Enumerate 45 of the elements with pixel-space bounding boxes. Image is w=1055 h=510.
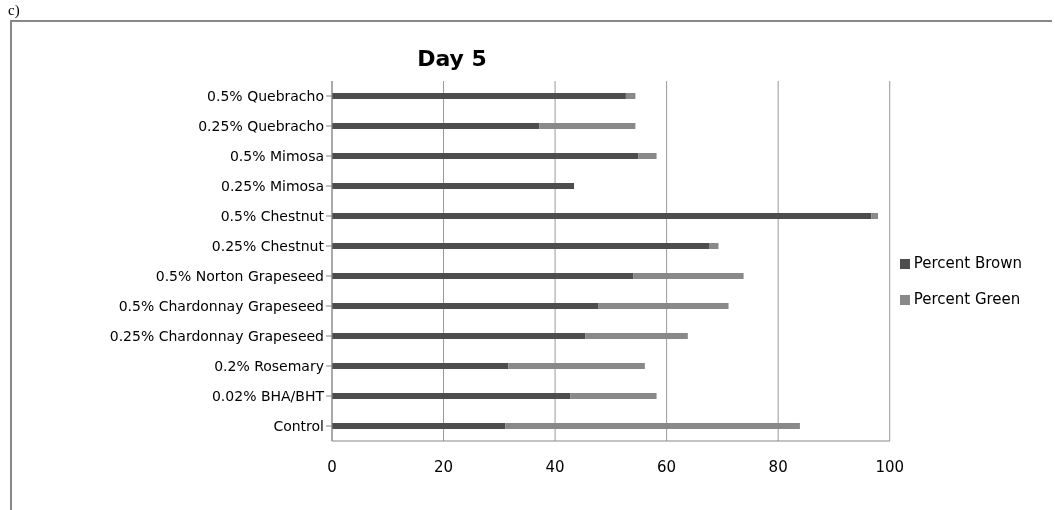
y-tick-label: 0.02% BHA/BHT: [211, 387, 325, 404]
y-tick-label: 0.5% Mimosa: [229, 147, 324, 164]
bar: [332, 183, 575, 189]
x-tick-label: 80: [768, 457, 788, 476]
bar: [598, 303, 729, 309]
legend-label: Percent Brown: [913, 254, 1022, 272]
bar: [332, 273, 634, 279]
bar: [508, 363, 645, 369]
bar: [505, 423, 800, 429]
chart-title: Day 5: [416, 46, 488, 71]
bar: [709, 243, 719, 249]
bar: [332, 393, 571, 399]
text: c): [8, 2, 20, 19]
x-tick-label: 0: [327, 457, 337, 476]
legend-label: Percent Green: [913, 290, 1021, 308]
bar: [871, 213, 878, 219]
y-tick-label: 0.5% Chardonnay Grapeseed: [118, 297, 324, 314]
bar: [332, 333, 586, 339]
bar: [570, 393, 657, 399]
y-tick-label: 0.5% Chestnut: [220, 207, 325, 224]
bar: [332, 153, 639, 159]
x-tick-label: 60: [657, 457, 677, 476]
x-tick-label: 100: [875, 457, 905, 476]
y-tick-label: 0.5% Quebracho: [207, 87, 324, 104]
bar: [332, 303, 599, 309]
y-tick-label: 0.25% Mimosa: [221, 177, 324, 194]
y-tick-label: 0.5% Norton Grapeseed: [155, 267, 324, 284]
y-tick-label: 0.2% Rosemary: [214, 357, 324, 374]
bar: [332, 123, 540, 129]
bar: [585, 333, 688, 339]
bar: [332, 363, 509, 369]
x-tick-label: 20: [433, 457, 454, 476]
bar: [332, 243, 710, 249]
y-tick-label: 0.25% Chestnut: [211, 237, 325, 254]
bar: [625, 93, 636, 99]
bar: [332, 213, 872, 219]
bar: [332, 423, 506, 429]
bar: [633, 273, 744, 279]
bar: [539, 123, 636, 129]
x-tick-label: 40: [545, 457, 565, 476]
y-tick-label: 0.25% Chardonnay Grapeseed: [109, 327, 324, 344]
bar: [332, 93, 626, 99]
bar: [638, 153, 657, 159]
y-tick-label: Control: [273, 417, 324, 434]
y-tick-label: 0.25% Quebracho: [198, 117, 324, 134]
